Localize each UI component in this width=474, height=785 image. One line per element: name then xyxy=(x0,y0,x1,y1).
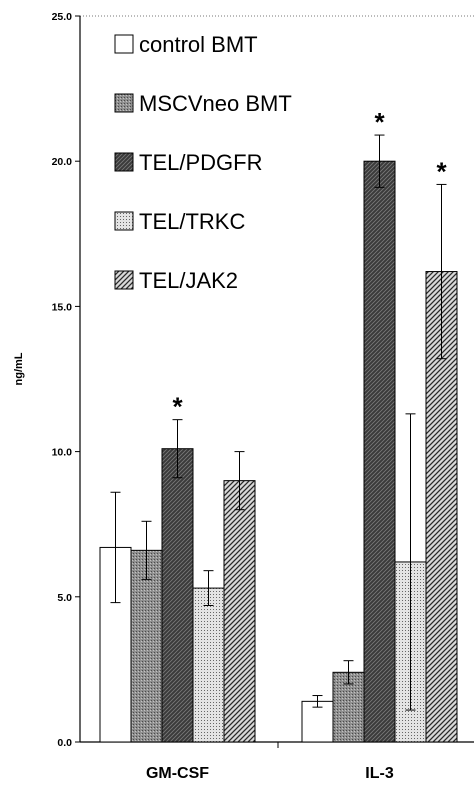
y-tick-label: 25.0 xyxy=(52,11,73,23)
x-category-label: IL-3 xyxy=(365,765,394,782)
y-tick-label: 15.0 xyxy=(52,301,73,313)
legend-swatch xyxy=(114,270,134,290)
legend-swatch xyxy=(114,34,134,54)
y-tick-label: 20.0 xyxy=(52,156,73,168)
y-axis-title: ng/mL xyxy=(13,352,25,385)
legend-label: MSCVneo BMT xyxy=(139,91,292,116)
bar-control-bmt-il-3 xyxy=(301,700,334,743)
x-category-label: GM-CSF xyxy=(146,765,209,782)
legend-swatch xyxy=(114,152,134,172)
significance-marker: * xyxy=(172,392,183,422)
legend-label: TEL/TRKC xyxy=(139,209,245,234)
legend: control BMT MSCVneo BMT TEL/PDGFR TEL/TRKC T… xyxy=(114,32,292,293)
bar-tel-pdgfr-gm-csf xyxy=(161,448,194,743)
bars: * * * xyxy=(99,107,458,743)
y-tick-label: 0.0 xyxy=(57,737,72,749)
legend-swatch xyxy=(114,211,134,231)
significance-marker: * xyxy=(436,156,447,186)
bar-tel-jak2-gm-csf xyxy=(223,480,256,743)
y-tick-label: 10.0 xyxy=(52,447,73,459)
bar-tel-pdgfr-il-3 xyxy=(363,160,396,743)
legend-label: control BMT xyxy=(139,32,258,57)
legend-label: TEL/PDGFR xyxy=(139,150,262,175)
legend-label: TEL/JAK2 xyxy=(139,268,238,293)
legend-swatch xyxy=(114,93,134,113)
significance-marker: * xyxy=(374,107,385,137)
bar-tel-trkc-gm-csf xyxy=(192,587,225,743)
y-tick-label: 5.0 xyxy=(57,592,72,604)
